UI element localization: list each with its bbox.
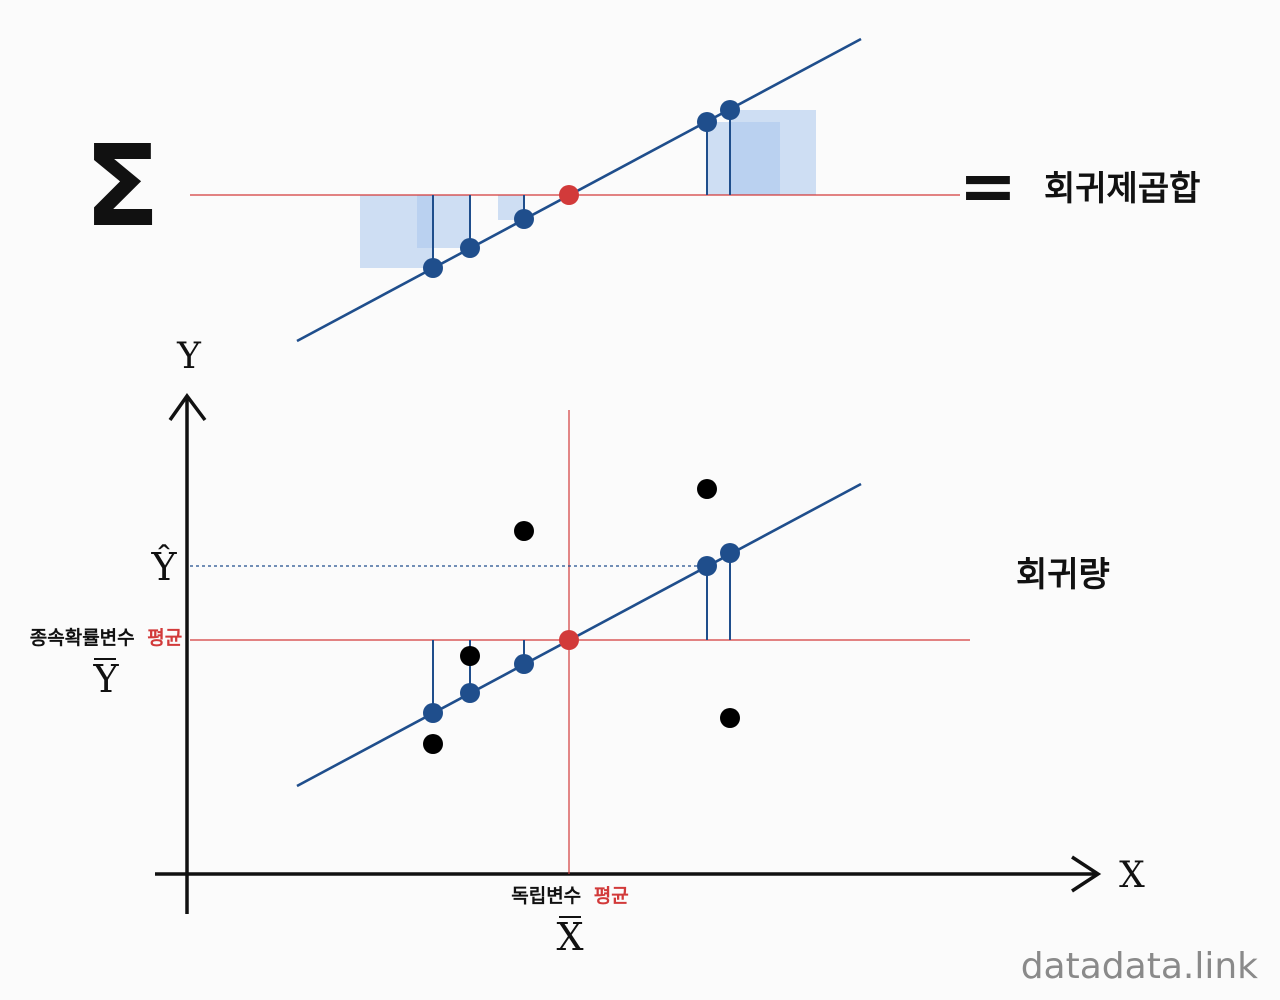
predicted-points <box>423 100 740 278</box>
watermark: datadata.link <box>1021 946 1258 987</box>
predicted-point <box>514 654 534 674</box>
regression-sum-of-squares-label: 회귀제곱합 <box>1044 169 1200 209</box>
x-axis-arrow-icon <box>1071 855 1102 893</box>
top-panel: Σ = 회귀제곱합 <box>84 37 1200 343</box>
regression-amount-label: 회귀량 <box>1016 555 1110 595</box>
x-bar-caption: 독립변수 평균 <box>511 885 629 907</box>
predicted-point <box>697 556 717 576</box>
predicted-point <box>423 258 443 278</box>
observed-point <box>423 734 443 754</box>
observed-point <box>720 708 740 728</box>
observed-point <box>514 521 534 541</box>
predicted-point <box>720 100 740 120</box>
y-bar-label: Y <box>92 657 119 701</box>
y-bar-caption-text: 종속확률변수 <box>30 626 135 649</box>
predicted-point <box>423 703 443 723</box>
bottom-panel: Y X <box>30 336 1145 959</box>
axes <box>155 393 1102 914</box>
square-box <box>417 195 470 248</box>
observed-point <box>460 646 480 666</box>
y-bar-caption: 종속확률변수 평균 <box>30 626 182 649</box>
mean-point <box>559 630 579 650</box>
x-bar-label: X <box>556 915 583 959</box>
regression-line <box>296 482 862 788</box>
predicted-point <box>720 543 740 563</box>
predicted-point <box>697 112 717 132</box>
regression-line <box>296 37 862 343</box>
sigma-symbol: Σ <box>84 122 161 252</box>
y-axis-arrow-icon <box>168 393 207 422</box>
square-box <box>730 110 816 195</box>
x-axis-label: X <box>1119 855 1145 896</box>
y-hat-label: Ŷ <box>150 545 177 589</box>
squared-deviation-boxes <box>360 110 816 268</box>
predicted-point <box>460 683 480 703</box>
observed-points <box>423 479 740 754</box>
x-bar-caption-accent: 평균 <box>594 885 629 907</box>
observed-point <box>697 479 717 499</box>
y-bar-caption-accent: 평균 <box>147 627 182 649</box>
x-bar-caption-text: 독립변수 <box>511 885 581 907</box>
mean-point <box>559 185 579 205</box>
predicted-point <box>514 209 534 229</box>
y-axis-label: Y <box>176 336 202 377</box>
equals-sign: = <box>959 145 1018 227</box>
predicted-points <box>423 543 740 723</box>
predicted-point <box>460 238 480 258</box>
